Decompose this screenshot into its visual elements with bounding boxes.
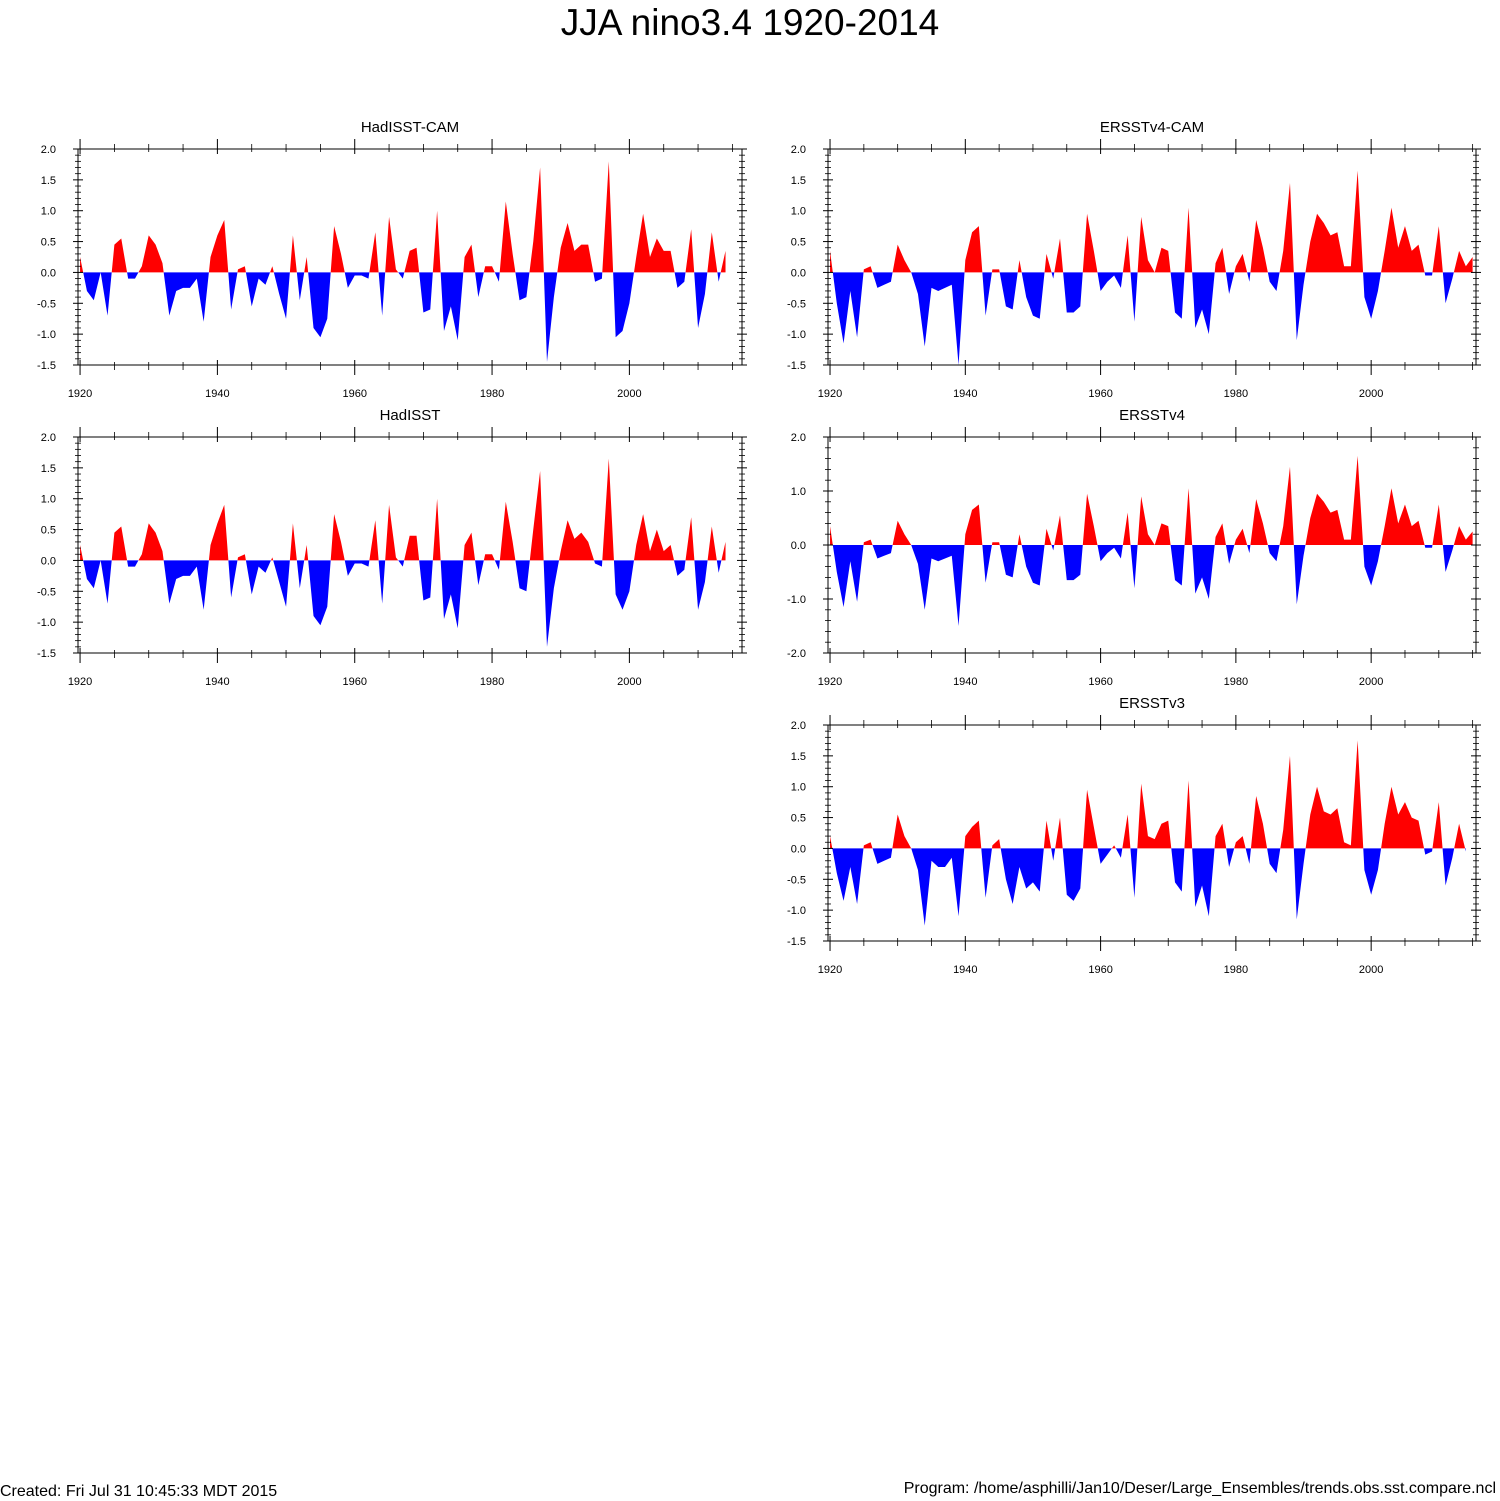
x-tick-label: 1980 — [1224, 676, 1248, 688]
y-tick-label: 1.5 — [41, 463, 56, 475]
y-tick-label: -0.5 — [37, 586, 56, 598]
y-tick-label: 2.0 — [791, 144, 806, 156]
plot-frame — [77, 148, 743, 366]
y-tick-label: 1.5 — [791, 751, 806, 763]
positive-area — [830, 170, 1473, 273]
chart-ersstv4-cam: -1.5 -1.0 -0.5 0.0 0.5 1.0 1.5 2.0 1920 1940 1960 1… — [787, 119, 1481, 400]
chart-title: HadISST-CAM — [361, 119, 459, 136]
chart-ersstv4: -2.0 -1.0 0.0 1.0 2.0 1920 1940 1960 1980 2000 ERS… — [787, 407, 1481, 688]
chart-hadisst-cam: -1.5 -1.0 -0.5 0.0 0.5 1.0 1.5 2.0 1920 1940 1960 1… — [37, 119, 747, 400]
y-tick-label: 1.5 — [41, 175, 56, 187]
x-tick-label: 1960 — [342, 676, 366, 688]
y-tick-label: -1.5 — [787, 360, 806, 372]
y-tick-label: 2.0 — [41, 432, 56, 444]
y-tick-label: 1.0 — [791, 782, 806, 794]
y-tick-label: -1.0 — [37, 329, 56, 341]
x-tick-label: 1940 — [205, 676, 229, 688]
y-tick-label: 0.5 — [791, 237, 806, 249]
x-tick-label: 1960 — [1088, 964, 1112, 976]
x-tick-label: 1920 — [68, 388, 92, 400]
x-tick-label: 1980 — [480, 676, 504, 688]
x-tick-label: 2000 — [617, 388, 641, 400]
footer-created: Created: Fri Jul 31 10:45:33 MDT 2015 — [0, 1483, 278, 1500]
x-tick-label: 2000 — [1359, 676, 1383, 688]
x-tick-label: 1920 — [818, 676, 842, 688]
y-tick-label: 1.0 — [791, 486, 806, 498]
y-tick-label: 0.0 — [791, 267, 806, 279]
y-tick-label: -0.5 — [787, 298, 806, 310]
plot-frame — [827, 724, 1477, 942]
y-tick-label: 0.5 — [41, 237, 56, 249]
y-tick-label: -0.5 — [37, 298, 56, 310]
y-tick-label: 2.0 — [791, 432, 806, 444]
y-tick-label: 0.0 — [41, 555, 56, 567]
plot-frame — [77, 436, 743, 654]
x-tick-label: 1940 — [205, 388, 229, 400]
y-tick-label: 1.0 — [41, 494, 56, 506]
y-tick-label: -1.0 — [787, 594, 806, 606]
negative-area — [832, 848, 1466, 926]
y-tick-label: -1.5 — [37, 360, 56, 372]
page-title: JJA nino3.4 1920-2014 — [560, 2, 940, 43]
x-tick-label: 1980 — [1224, 388, 1248, 400]
y-tick-label: 1.5 — [791, 175, 806, 187]
y-tick-label: -0.5 — [787, 874, 806, 886]
y-tick-label: 0.0 — [791, 843, 806, 855]
x-tick-label: 1960 — [1088, 388, 1112, 400]
chart-hadisst: -1.5 -1.0 -0.5 0.0 0.5 1.0 1.5 2.0 1920 1940 1960 1… — [37, 407, 747, 688]
x-tick-label: 2000 — [1359, 964, 1383, 976]
negative-area — [83, 272, 721, 362]
positive-area — [80, 161, 726, 273]
y-tick-label: -1.0 — [37, 617, 56, 629]
plot-frame — [827, 148, 1477, 366]
x-tick-label: 1920 — [818, 388, 842, 400]
negative-area — [83, 560, 722, 647]
x-tick-label: 1940 — [953, 388, 977, 400]
chart-ersstv3: -1.5 -1.0 -0.5 0.0 0.5 1.0 1.5 2.0 1920 1940 1960 1… — [787, 695, 1481, 976]
y-tick-label: 0.5 — [791, 813, 806, 825]
chart-title: ERSSTv4-CAM — [1100, 119, 1204, 136]
x-tick-label: 1980 — [480, 388, 504, 400]
y-tick-label: 0.0 — [791, 540, 806, 552]
x-tick-label: 1920 — [68, 676, 92, 688]
y-tick-label: 1.0 — [41, 206, 56, 218]
chart-title: ERSSTv3 — [1119, 695, 1185, 712]
x-tick-label: 1960 — [1088, 676, 1112, 688]
y-tick-label: -2.0 — [787, 648, 806, 660]
y-tick-label: -1.5 — [787, 936, 806, 948]
y-tick-label: 0.5 — [41, 525, 56, 537]
y-tick-label: -1.5 — [37, 648, 56, 660]
positive-area — [80, 458, 726, 561]
positive-area — [830, 740, 1466, 849]
y-tick-label: 2.0 — [41, 144, 56, 156]
x-tick-label: 1960 — [342, 388, 366, 400]
negative-area — [832, 545, 1454, 626]
y-tick-label: 1.0 — [791, 206, 806, 218]
negative-area — [832, 272, 1454, 365]
x-tick-label: 1920 — [818, 964, 842, 976]
x-tick-label: 1980 — [1224, 964, 1248, 976]
chart-title: ERSSTv4 — [1119, 407, 1185, 424]
positive-area — [830, 455, 1473, 545]
x-tick-label: 1940 — [953, 964, 977, 976]
y-tick-label: 2.0 — [791, 720, 806, 732]
chart-title: HadISST — [380, 407, 441, 424]
x-tick-label: 1940 — [953, 676, 977, 688]
y-tick-label: -1.0 — [787, 905, 806, 917]
x-tick-label: 2000 — [1359, 388, 1383, 400]
y-tick-label: -1.0 — [787, 329, 806, 341]
y-tick-label: 0.0 — [41, 267, 56, 279]
x-tick-label: 2000 — [617, 676, 641, 688]
footer-program: Program: /home/asphilli/Jan10/Deser/Larg… — [903, 1480, 1496, 1497]
